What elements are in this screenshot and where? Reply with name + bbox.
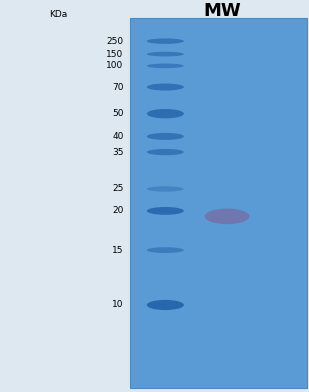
- Text: KDa: KDa: [49, 10, 68, 19]
- FancyBboxPatch shape: [130, 18, 307, 388]
- Text: 15: 15: [112, 246, 124, 254]
- Ellipse shape: [147, 207, 184, 215]
- Ellipse shape: [147, 64, 184, 68]
- Text: 250: 250: [107, 37, 124, 45]
- Text: 40: 40: [112, 132, 124, 141]
- Text: 50: 50: [112, 109, 124, 118]
- Ellipse shape: [147, 247, 184, 253]
- Text: MW: MW: [204, 2, 241, 20]
- Text: 20: 20: [112, 207, 124, 215]
- Text: 70: 70: [112, 83, 124, 91]
- Ellipse shape: [147, 300, 184, 310]
- Ellipse shape: [147, 109, 184, 118]
- Ellipse shape: [147, 38, 184, 44]
- Text: 100: 100: [106, 62, 124, 70]
- Ellipse shape: [147, 133, 184, 140]
- Text: 150: 150: [106, 50, 124, 58]
- Ellipse shape: [147, 149, 184, 155]
- Text: 10: 10: [112, 301, 124, 309]
- Ellipse shape: [205, 209, 250, 224]
- Ellipse shape: [147, 186, 184, 192]
- Ellipse shape: [147, 52, 184, 56]
- Text: 25: 25: [112, 185, 124, 193]
- Text: 35: 35: [112, 148, 124, 156]
- Ellipse shape: [147, 83, 184, 91]
